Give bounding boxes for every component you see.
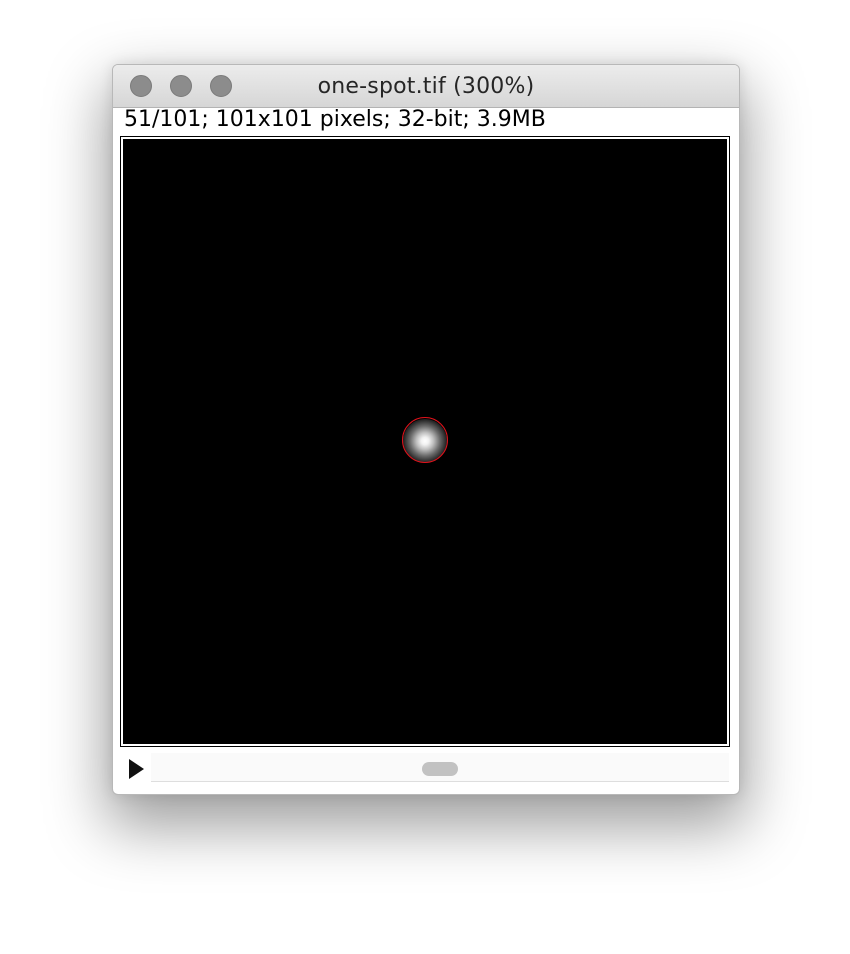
roi-circle[interactable] [402, 417, 448, 463]
close-button[interactable] [130, 75, 152, 97]
slice-scrollbar[interactable] [151, 753, 729, 782]
minimize-button[interactable] [170, 75, 192, 97]
slice-scrollbar-row [113, 753, 739, 787]
image-window: one-spot.tif (300%) 51/101; 101x101 pixe… [112, 64, 740, 795]
image-canvas-frame [120, 136, 730, 747]
play-icon[interactable] [129, 759, 144, 779]
image-canvas[interactable] [123, 139, 727, 744]
zoom-button[interactable] [210, 75, 232, 97]
slice-scrollbar-thumb[interactable] [422, 762, 458, 776]
window-title: one-spot.tif (300%) [317, 74, 535, 99]
title-bar[interactable]: one-spot.tif (300%) [113, 65, 739, 108]
image-info-label: 51/101; 101x101 pixels; 32-bit; 3.9MB [124, 107, 546, 132]
